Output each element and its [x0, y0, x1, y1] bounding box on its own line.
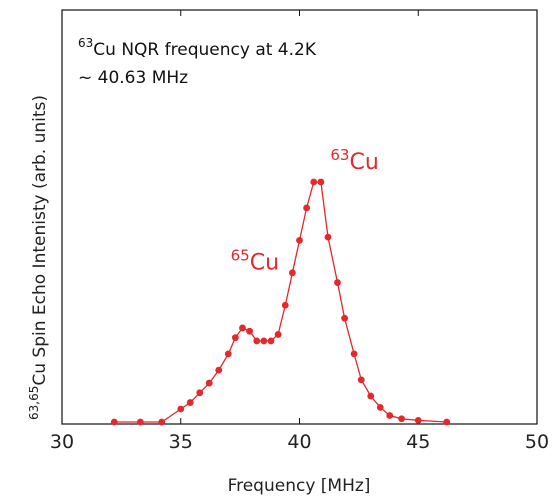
data-point — [367, 392, 375, 400]
series-layer — [110, 178, 451, 426]
x-tick-label: 50 — [525, 431, 549, 453]
data-point — [186, 399, 194, 406]
data-point — [398, 415, 406, 423]
annotation-line-2: ~ 40.63 MHz — [78, 68, 188, 88]
data-point — [196, 389, 204, 397]
data-point — [110, 418, 118, 426]
x-tick-label: 40 — [287, 431, 311, 453]
x-tick-label: 35 — [169, 431, 193, 453]
data-point — [136, 418, 144, 426]
data-point — [296, 236, 303, 244]
x-tick-label: 45 — [406, 431, 430, 453]
data-point — [205, 379, 213, 387]
data-point — [246, 327, 254, 335]
data-point — [414, 416, 422, 424]
data-point — [239, 324, 246, 332]
data-point — [443, 418, 451, 426]
y-axis-title: 63,65Cu Spin Echo Intenisty (arb. units) — [27, 95, 50, 420]
data-point — [215, 366, 223, 374]
data-point — [224, 350, 232, 358]
data-point — [357, 376, 365, 384]
peak-label: 65Cu — [231, 247, 279, 276]
data-point — [267, 337, 275, 345]
data-point — [274, 331, 282, 338]
peak-label: 63Cu — [330, 146, 378, 175]
data-point — [386, 412, 394, 419]
peak-labels: 65Cu 63Cu — [231, 146, 379, 276]
data-point — [317, 178, 325, 186]
data-point — [350, 350, 358, 358]
data-point — [324, 233, 332, 241]
data-point — [303, 204, 311, 212]
data-point — [253, 337, 261, 345]
data-point — [158, 418, 166, 426]
data-point — [341, 314, 349, 322]
data-point — [177, 405, 185, 413]
x-axis-title: Frequency [MHz] — [228, 476, 371, 496]
data-point — [376, 404, 384, 411]
data-point — [260, 337, 268, 345]
annotation-line-1: 63Cu NQR frequency at 4.2K — [78, 36, 317, 60]
data-point — [288, 269, 296, 277]
series-line — [114, 181, 447, 423]
data-point — [231, 334, 239, 342]
data-point — [310, 178, 318, 186]
data-point — [281, 301, 289, 309]
x-tick-label: 30 — [50, 431, 74, 453]
data-point — [334, 279, 341, 286]
